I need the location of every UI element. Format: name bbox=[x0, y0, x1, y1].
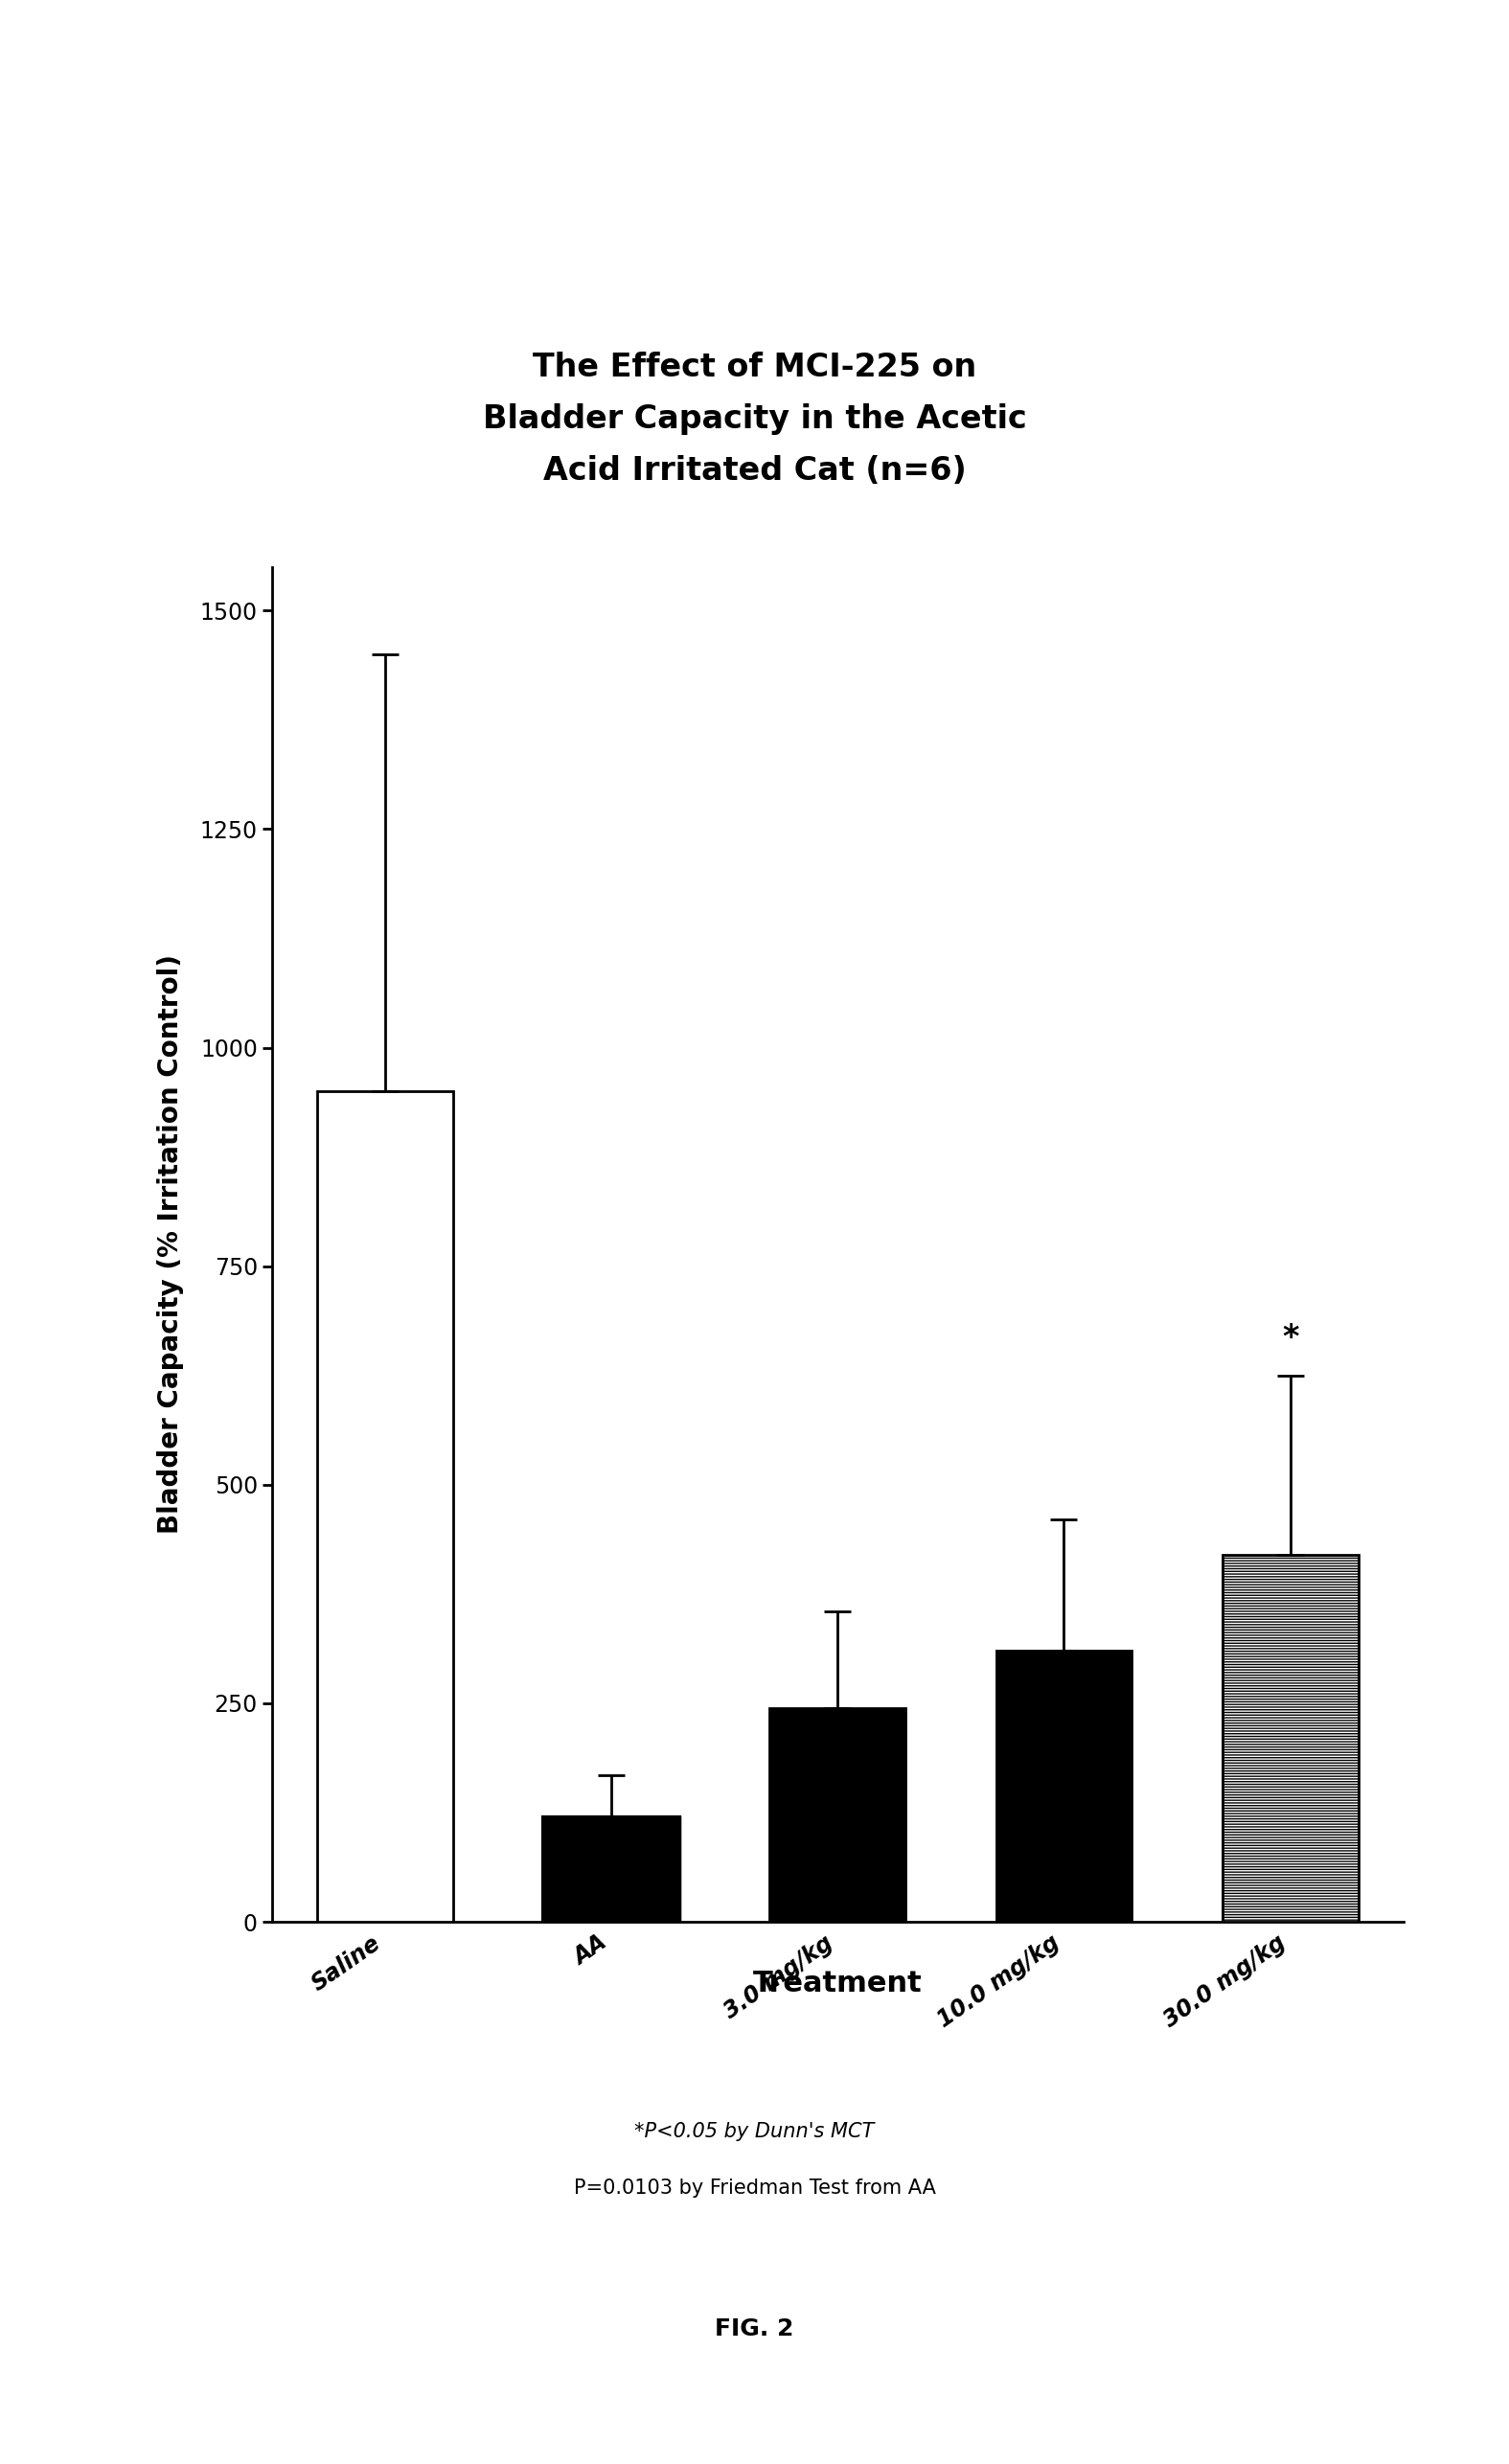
Text: *P<0.05 by Dunn's MCT: *P<0.05 by Dunn's MCT bbox=[635, 2122, 874, 2141]
Text: Treatment: Treatment bbox=[753, 1969, 922, 1998]
Bar bbox=[1222, 1555, 1358, 1922]
Bar bbox=[996, 1651, 1132, 1922]
Text: The Effect of MCI-225 on
Bladder Capacity in the Acetic
Acid Irritated Cat (n=6): The Effect of MCI-225 on Bladder Capacit… bbox=[483, 352, 1026, 485]
Text: P=0.0103 by Friedman Test from AA: P=0.0103 by Friedman Test from AA bbox=[573, 2178, 936, 2198]
Text: FIG. 2: FIG. 2 bbox=[715, 2316, 794, 2341]
Bar bbox=[317, 1092, 453, 1922]
Y-axis label: Bladder Capacity (% Irritation Control): Bladder Capacity (% Irritation Control) bbox=[157, 954, 184, 1535]
Bar bbox=[770, 1708, 905, 1922]
Text: *: * bbox=[1281, 1323, 1299, 1353]
Bar bbox=[543, 1816, 679, 1922]
